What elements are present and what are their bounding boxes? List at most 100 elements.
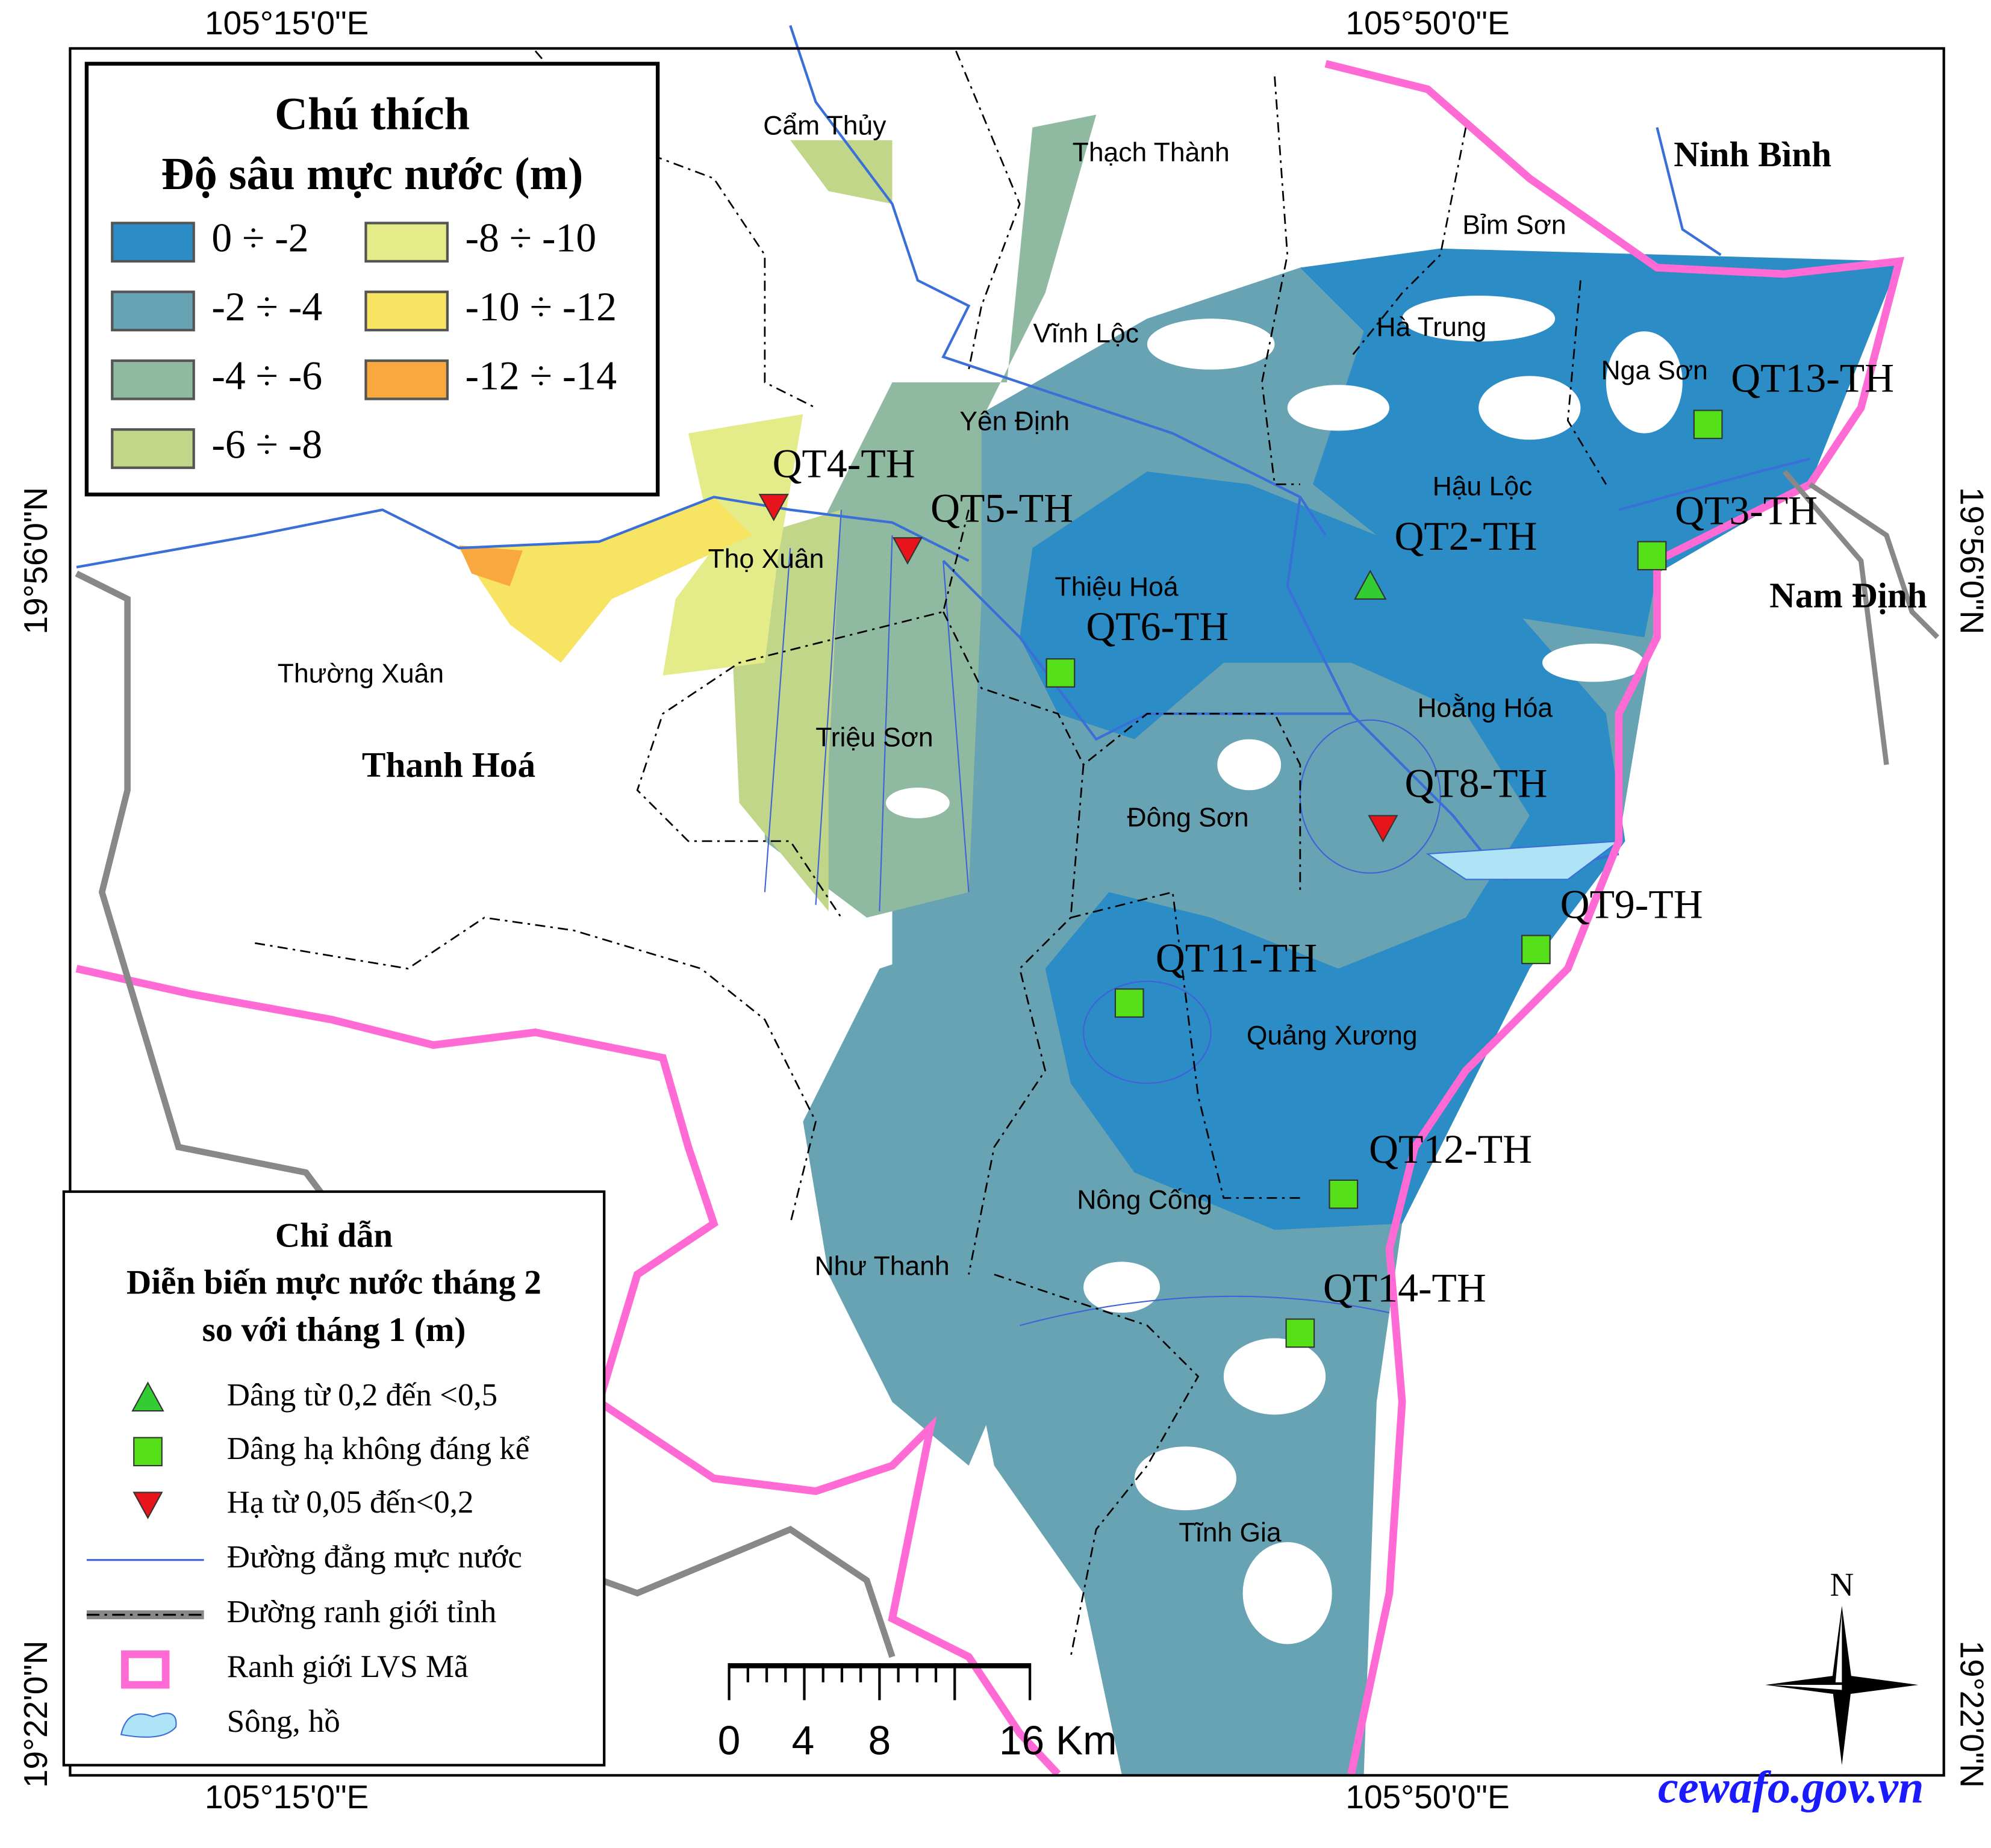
symbol-stable [1693, 409, 1723, 440]
place-label: Nông Cống [1077, 1186, 1212, 1215]
station-label: QT6-TH [1086, 604, 1229, 649]
symbol-rise [1354, 570, 1387, 600]
map-frame [69, 47, 1945, 1777]
place-label: Tĩnh Gia [1179, 1518, 1282, 1548]
station-label: QT14-TH [1323, 1266, 1486, 1311]
place-label: Đông Sơn [1127, 803, 1249, 833]
legend-title: Chú thích [275, 89, 470, 139]
lake [1425, 840, 1621, 880]
symbol-stable [1285, 1318, 1315, 1348]
symbol-stable [1329, 1179, 1359, 1209]
scale-label: 0 [718, 1718, 741, 1763]
station-label: QT8-TH [1404, 761, 1547, 806]
rivers [76, 25, 1810, 881]
symbol-stable [1637, 541, 1667, 571]
zone [458, 545, 523, 586]
place-label: Nga Sơn [1601, 356, 1708, 385]
legend-label: -2 ÷ -4 [211, 284, 322, 329]
legend-label: -8 ÷ -10 [466, 216, 597, 261]
coord-label: 105°50'0"E [1345, 1778, 1509, 1815]
province-boundary [1782, 470, 1940, 765]
coord-label: 19°56'0"N [1953, 487, 1990, 635]
legend-box [84, 61, 660, 497]
legend-label: -12 ÷ -14 [466, 353, 617, 398]
guide-label: Sông, hồ [227, 1704, 340, 1739]
legend-swatch [364, 290, 449, 332]
scale-label: 8 [868, 1718, 891, 1763]
guide-basin [121, 1650, 170, 1689]
guide-water [120, 1713, 177, 1738]
coord-label: 19°56'0"N [17, 487, 54, 635]
coord-label: 105°15'0"E [205, 4, 369, 42]
station-label: QT12-TH [1369, 1127, 1532, 1172]
guide-label: Ranh giới LVS Mã [227, 1649, 469, 1684]
symbol-fall [758, 494, 789, 521]
basin-boundary [1324, 60, 1905, 1775]
legend-label: -4 ÷ -6 [211, 353, 322, 398]
coord-label: 105°15'0"E [205, 1778, 369, 1815]
symbol-fall [132, 1492, 163, 1520]
zone [790, 140, 893, 204]
station-label: QT11-TH [1156, 936, 1317, 981]
symbol-stable [1521, 935, 1551, 965]
place-label: Triệu Sơn [815, 723, 933, 752]
zone [458, 497, 752, 663]
legend-label: -10 ÷ -12 [466, 284, 617, 329]
guide-label: Đường đẳng mực nước [227, 1540, 522, 1575]
zone [1300, 248, 1899, 638]
legend-swatch [111, 359, 195, 400]
place-label: Hà Trung [1376, 313, 1486, 342]
legend-subtitle: Độ sâu mực nước (m) [161, 149, 584, 199]
station-label: QT13-TH [1731, 356, 1894, 401]
place-label: Quảng Xương [1247, 1021, 1418, 1051]
source: cewafo.gov.vn [1658, 1762, 1924, 1812]
zone [662, 414, 803, 676]
place-label: Nam Định [1769, 575, 1927, 615]
place-label: Hoằng Hóa [1417, 694, 1553, 723]
symbol-stable [1045, 658, 1076, 688]
place-label: Thạch Thành [1073, 138, 1230, 167]
scale-label: 4 [792, 1718, 815, 1763]
station-label: QT9-TH [1560, 882, 1703, 927]
zone [764, 114, 1097, 918]
guide-label: Hạ từ 0,05 đến<0,2 [227, 1485, 474, 1520]
place-label: Bỉm Sơn [1462, 210, 1566, 240]
place-label: Thọ Xuân [708, 544, 824, 574]
symbol-fall [1368, 815, 1398, 843]
coord-label: 19°22'0"N [1953, 1640, 1990, 1788]
coord-label: 105°50'0"E [1345, 4, 1509, 42]
legend-label: -6 ÷ -8 [211, 422, 322, 467]
symbol-rise [131, 1381, 164, 1412]
legend-swatch [364, 359, 449, 400]
place-label: Thường Xuân [278, 659, 444, 689]
white-patches [885, 296, 1683, 1644]
legend-label: 0 ÷ -2 [211, 216, 308, 261]
place-label: Như Thanh [815, 1252, 950, 1281]
legend-swatch [111, 222, 195, 263]
station-label: QT3-TH [1675, 488, 1818, 534]
station-label: QT5-TH [930, 485, 1073, 530]
legend-swatch [111, 428, 195, 469]
station-label: QT2-TH [1395, 514, 1538, 559]
map-base [75, 25, 1940, 1777]
symbol-fall [892, 537, 923, 565]
scale-label: 16 Km [999, 1718, 1117, 1763]
symbol-stable [1114, 988, 1144, 1018]
coord-label: 19°22'0"N [17, 1640, 54, 1788]
place-label: Thiệu Hoá [1055, 573, 1179, 602]
north-label: N [1830, 1566, 1854, 1603]
guide-title: Diễn biến mực nước tháng 2 [126, 1264, 541, 1302]
legend-swatch [364, 222, 449, 263]
guide-label: Dâng hạ không đáng kể [227, 1431, 530, 1466]
legend-swatch [111, 290, 195, 332]
symbol-stable [133, 1437, 163, 1467]
place-label: Vĩnh Lộc [1033, 319, 1139, 348]
place-label: Hậu Lộc [1433, 471, 1533, 501]
place-label: Cẩm Thủy [763, 111, 886, 140]
place-label: Thanh Hoá [362, 745, 535, 785]
guide-label: Dâng từ 0,2 đến <0,5 [227, 1378, 497, 1413]
contours [764, 509, 1441, 1327]
place-label: Ninh Bình [1674, 134, 1831, 174]
